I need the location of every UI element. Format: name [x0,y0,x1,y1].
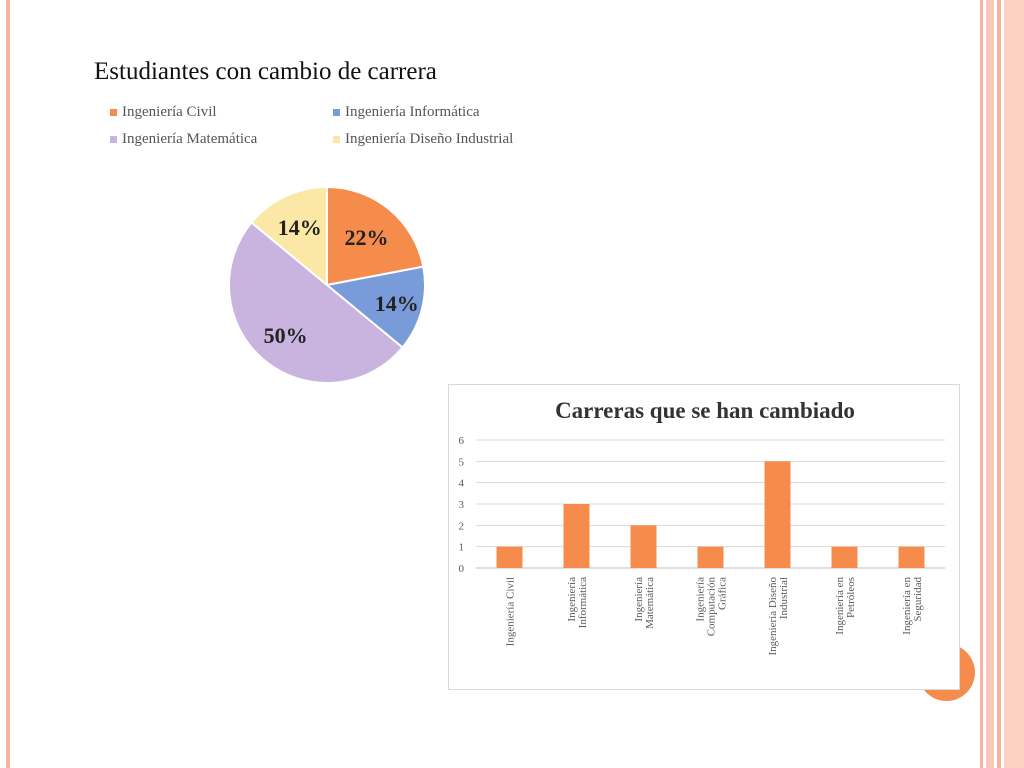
pie-slice-informatica [324,265,426,349]
legend-swatch-civil [110,109,117,116]
bar [630,525,657,568]
y-tick-label: 2 [459,520,465,532]
y-tick-label: 1 [459,542,465,554]
x-tick-label-line: Gráfica [717,577,729,610]
bar [697,546,724,568]
bar [898,546,925,568]
legend-item-informatica: Ingeniería Informática [333,104,480,121]
x-tick-label-line: Petróleos [845,577,857,618]
x-tick-label-line: Industrial [778,577,790,619]
x-tick-label-line: Ingeniería [695,577,707,622]
legend-item-civil: Ingeniería Civil [110,104,217,121]
legend-label-civil: Ingeniería Civil [122,104,217,120]
x-tick-label-line: Ingeniería Civil [505,577,517,646]
pie-slice-civil [326,185,425,287]
y-tick-label: 5 [459,456,465,468]
bar-chart: Carreras que se han cambiado 0 1 2 3 4 5 6 Ingen… [459,398,945,656]
pie-label-informatica: 14% [375,291,419,316]
pie-slice-matematica [228,221,404,384]
legend-item-diseno: Ingeniería Diseño Industrial [333,131,513,148]
pie-label-civil: 22% [345,225,389,250]
bar [496,546,523,568]
right-frame-stripe-1 [980,0,983,768]
legend-swatch-diseno [333,136,340,143]
bar [831,546,858,568]
right-frame-stripe-4 [1004,0,1024,768]
pie-label-matematica: 50% [264,323,308,348]
legend-swatch-matematica [110,136,117,143]
x-tick-label: Ingeniería en Seguridad [901,577,924,635]
legend-label-informatica: Ingeniería Informática [345,104,480,120]
bar [563,504,590,568]
x-tick-label-line: Informática [577,577,589,628]
x-tick-label: Ingeniería en Petróleos [834,577,857,635]
x-tick-label-line: Ingeniería en [901,577,913,635]
bar-chart-title: Carreras que se han cambiado [555,398,855,423]
right-frame-stripe-3 [997,0,1001,768]
legend-swatch-informatica [333,109,340,116]
y-tick-label: 0 [459,563,465,575]
x-tick-label-line: Ingeniería Diseño [767,577,779,656]
left-frame-stripe [6,0,10,768]
x-tick-label-line: Matemática [644,577,656,629]
x-tick-label: Ingeniería Informática [566,577,589,628]
y-tick-label: 4 [459,478,465,490]
pie-chart-title: Estudiantes con cambio de carrera [94,58,437,85]
bar-chart-panel: Carreras que se han cambiado 0 1 2 3 4 5 6 Ingen… [448,384,960,690]
x-tick-label: Ingeniería Computación Gráfica [695,577,729,637]
pie-label-diseno: 14% [278,215,322,240]
y-tick-label: 3 [459,499,465,511]
x-tick-label-line: Ingeniería [633,577,645,622]
bar [764,461,791,568]
legend-item-matematica: Ingeniería Matemática [110,131,257,148]
y-tick-label: 6 [459,435,465,447]
pie-slice-diseno [250,185,328,288]
x-tick-label-line: Ingeniería [566,577,578,622]
x-tick-label: Ingeniería Matemática [633,577,656,629]
x-tick-label-line: Ingeniería en [834,577,846,635]
legend-label-matematica: Ingeniería Matemática [122,131,258,147]
x-tick-label: Ingeniería Civil [505,577,517,646]
x-tick-label-line: Seguridad [912,577,924,622]
x-tick-label: Ingeniería Diseño Industrial [767,577,790,656]
x-tick-label-line: Computación [706,577,718,637]
pie-chart: 22% 14% 50% 14% [228,185,426,384]
right-frame-stripe-2 [986,0,994,768]
legend-label-diseno: Ingeniería Diseño Industrial [345,131,514,147]
